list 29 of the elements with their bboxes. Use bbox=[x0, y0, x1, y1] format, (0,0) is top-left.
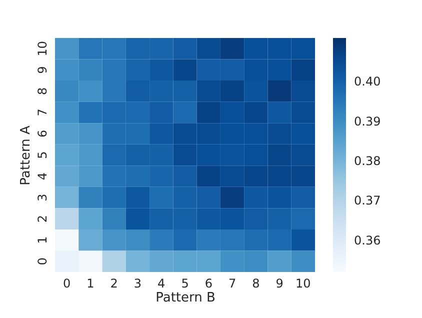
y-tick-label: 3 bbox=[36, 194, 50, 202]
x-tick-label: 2 bbox=[110, 276, 118, 290]
y-tick-label: 0 bbox=[36, 258, 50, 266]
y-tick-label: 6 bbox=[36, 130, 50, 138]
color-bar-label: 0.40 bbox=[354, 74, 381, 89]
x-tick-label: 6 bbox=[204, 276, 212, 290]
y-tick-label: 5 bbox=[36, 151, 50, 159]
y-tick-label: 2 bbox=[36, 215, 50, 223]
x-tick-label: 7 bbox=[228, 276, 236, 290]
y-tick-label: 4 bbox=[36, 172, 50, 180]
y-tick-label: 10 bbox=[36, 40, 50, 56]
color-bar-label: 0.38 bbox=[354, 154, 381, 168]
x-tick-label: 3 bbox=[134, 276, 142, 290]
x-tick-label: 5 bbox=[181, 276, 189, 290]
y-tick-label: 8 bbox=[36, 87, 50, 95]
x-tick-label: 9 bbox=[276, 276, 284, 290]
y-tick-label: 9 bbox=[36, 66, 50, 74]
color-bar-label: 0.39 bbox=[354, 114, 381, 128]
x-tick-label: 10 bbox=[296, 276, 311, 290]
x-tick-label: 4 bbox=[158, 276, 166, 290]
y-axis-title: Pattern A bbox=[18, 125, 34, 186]
color-bar-label: 0.36 bbox=[354, 233, 381, 248]
y-tick-label: 7 bbox=[36, 108, 50, 116]
x-tick-label: 8 bbox=[252, 276, 260, 290]
x-tick-label: 1 bbox=[86, 276, 94, 290]
x-tick-label: 0 bbox=[63, 276, 71, 290]
color-bar-label: 0.37 bbox=[354, 194, 381, 208]
y-tick-label: 1 bbox=[36, 236, 50, 244]
x-axis-title: Pattern B bbox=[156, 290, 216, 306]
